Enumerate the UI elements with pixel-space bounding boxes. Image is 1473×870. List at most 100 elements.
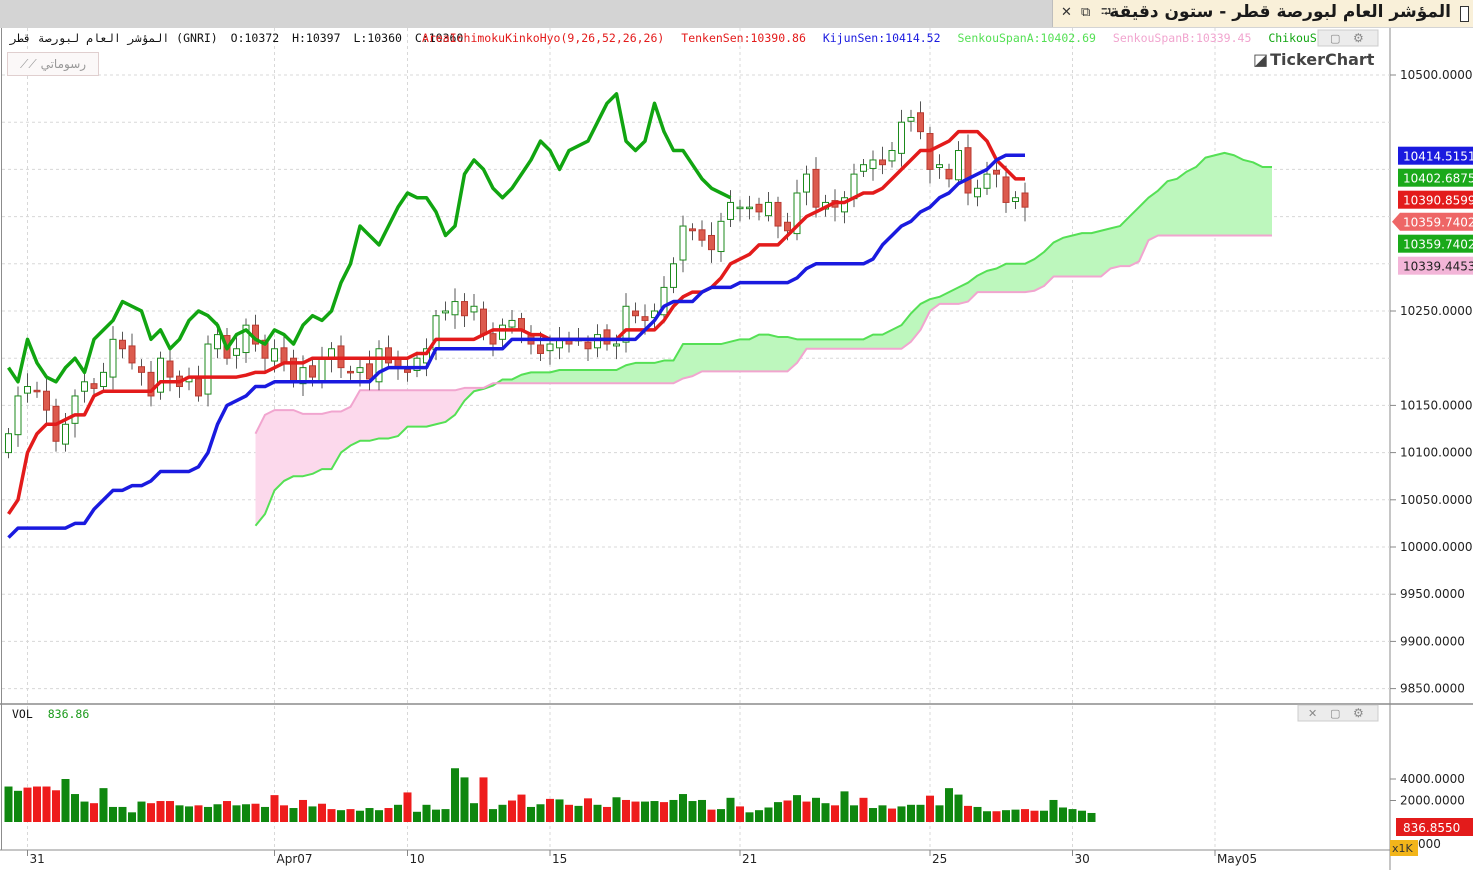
legend-kijun: KijunSen:10414.52 — [823, 31, 941, 45]
x-tick-label: 31 — [30, 852, 45, 866]
volume-bar — [992, 811, 1001, 822]
drawings-label: رسوماتي — [40, 57, 87, 71]
volume-maximize-icon[interactable]: ▢ — [1330, 707, 1340, 720]
legend-span-b: SenkouSpanB:10339.45 — [1113, 31, 1251, 45]
pin-icon[interactable]: ⮒ — [1101, 5, 1112, 20]
y-tick-label: 10150.0000 — [1400, 398, 1473, 412]
volume-bar — [71, 794, 79, 822]
price-labels: 10414.5151 10402.6875 10390.8599 10359.7402… — [1392, 146, 1473, 275]
volume-bar — [555, 799, 564, 822]
cloud-segment — [692, 344, 702, 377]
chart-area[interactable]: 9850.00009900.00009950.000010000.0000100… — [0, 28, 1473, 870]
volume-bar — [4, 786, 13, 822]
cloud-segment — [1101, 228, 1111, 277]
candle-body — [983, 173, 991, 189]
cloud-segment — [635, 362, 645, 384]
volume-bar — [840, 791, 849, 822]
candle-body — [793, 192, 801, 235]
volume-bar — [280, 805, 288, 822]
candle-body — [508, 319, 516, 328]
volume-bar — [261, 806, 269, 822]
cloud-segment — [360, 390, 370, 441]
volume-bar — [1068, 809, 1077, 822]
candle-body — [33, 389, 41, 393]
volume-bar — [641, 801, 649, 822]
volume-bar — [698, 799, 706, 822]
volume-bar — [916, 804, 925, 822]
volume-settings-icon[interactable]: ⚙ — [1353, 706, 1364, 720]
cloud-segment — [588, 370, 598, 384]
volume-bar — [90, 803, 98, 822]
candle-body — [632, 310, 639, 317]
volume-bar — [460, 777, 469, 822]
volume-bar — [546, 798, 554, 822]
legend-low: L:10360 — [353, 31, 402, 45]
candle-body — [537, 344, 544, 354]
volume-bar — [470, 803, 478, 822]
volume-close-icon[interactable]: ✕ — [1308, 707, 1317, 720]
volume-bar — [42, 786, 51, 822]
candle-body — [347, 370, 354, 374]
cloud-segment — [607, 370, 617, 384]
volume-bar — [527, 806, 535, 822]
brand-logo: ◪ TickerChart — [1253, 50, 1375, 69]
cloud-segment — [398, 390, 408, 437]
volume-bar — [859, 797, 868, 822]
volume-bar — [603, 806, 611, 822]
cloud-segment — [1158, 181, 1168, 236]
price-label-text: 10390.8599 — [1403, 194, 1473, 208]
window-title-box: ✕ ⧉ ⮒ المؤشر العام لبورصة قطر - ستون دقي… — [1052, 0, 1473, 27]
candle-body — [803, 173, 810, 193]
price-label-text: 10359.7402 — [1403, 216, 1473, 230]
volume-scale-label: x1K — [1392, 842, 1414, 855]
x-tick-label: 25 — [932, 852, 947, 866]
volume-zero-label: 000 — [1418, 837, 1441, 851]
volume-bar — [194, 805, 203, 822]
close-icon[interactable]: ✕ — [1061, 5, 1072, 20]
volume-bar — [14, 790, 22, 822]
candle-body — [708, 234, 715, 251]
cloud-segment — [987, 268, 997, 293]
volume-bar — [888, 808, 896, 822]
candle-body — [613, 343, 620, 347]
restore-icon[interactable]: ⧉ — [1081, 5, 1091, 20]
volume-bar — [52, 790, 60, 822]
volume-bar — [669, 799, 678, 822]
cloud-segment — [1120, 216, 1130, 267]
volume-bar — [717, 809, 725, 822]
cloud-segment — [559, 370, 569, 384]
volume-bar — [1011, 809, 1020, 822]
volume-bar — [821, 803, 830, 822]
volume-bar — [897, 806, 906, 822]
maximize-icon[interactable]: ▢ — [1330, 32, 1340, 45]
candle-body — [470, 305, 478, 313]
cloud-segment — [255, 414, 265, 526]
cloud-segment — [768, 334, 778, 372]
volume-bar — [945, 788, 953, 822]
candle-body — [955, 150, 962, 181]
candle-body — [442, 310, 449, 314]
cloud-segment — [892, 325, 902, 349]
drawings-button[interactable]: ⟋⟋ رسوماتي — [7, 52, 99, 76]
candle-body — [90, 383, 98, 389]
volume-bar — [128, 812, 136, 822]
cloud-segment — [1053, 237, 1063, 277]
chart-background — [0, 28, 1473, 870]
volume-legend: VOL 836.86 — [12, 707, 89, 721]
window-icon — [1460, 6, 1469, 22]
volume-bar — [232, 805, 241, 822]
volume-bar — [726, 797, 735, 822]
volume-bar — [878, 805, 887, 822]
settings-icon[interactable]: ⚙ — [1353, 31, 1364, 45]
legend-indicators: AreaIchimokuKinkoHyo(9,26,52,26,26) Tenk… — [422, 31, 1344, 45]
candle-body — [974, 187, 981, 198]
legend-symbol-ohlc: المؤشر العام لبورصة قطر (GNRI) O:10372 H… — [9, 31, 463, 46]
cloud-segment — [977, 270, 987, 293]
volume-bar — [517, 794, 526, 822]
candle-body — [451, 301, 459, 316]
cloud-segment — [1129, 207, 1139, 267]
candle-body — [869, 159, 877, 169]
cloud-segment — [445, 390, 455, 422]
volume-bar — [289, 808, 298, 822]
volume-bar — [802, 801, 811, 822]
